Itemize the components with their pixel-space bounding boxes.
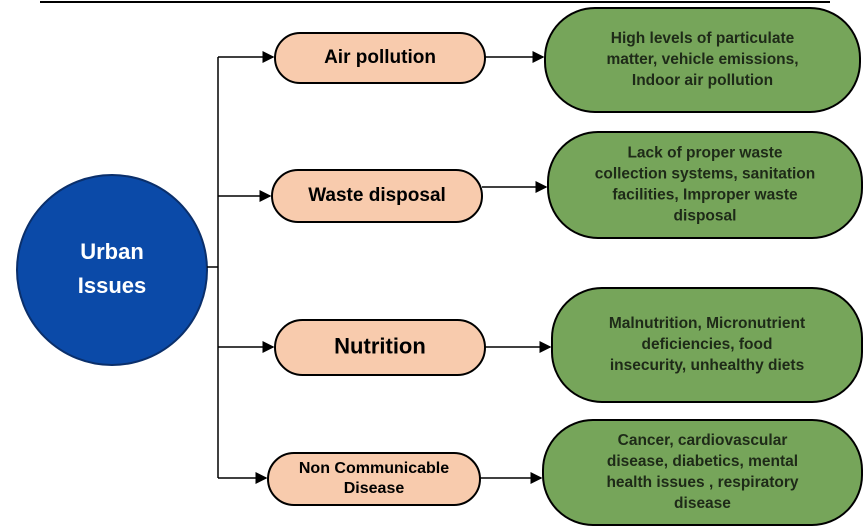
detail-text: High levels of particulate — [611, 30, 795, 47]
detail-text: Cancer, cardiovascular — [618, 432, 788, 449]
detail-text: Malnutrition, Micronutrient — [609, 315, 805, 332]
issue-node — [271, 169, 483, 223]
detail-text: Indoor air pollution — [632, 72, 773, 89]
issue-label: Non Communicable — [299, 460, 449, 477]
issue-label: Air pollution — [324, 47, 436, 68]
detail-text: facilities, Improper waste — [612, 187, 798, 204]
detail-text: disposal — [674, 208, 737, 225]
issue-label: Waste disposal — [308, 185, 446, 206]
detail-node — [544, 7, 861, 113]
detail-text: deficiencies, food — [642, 336, 773, 353]
center-label: Urban — [80, 239, 144, 264]
detail-node — [551, 287, 863, 403]
detail-text: Lack of proper waste — [627, 145, 782, 162]
detail-node — [542, 419, 863, 526]
center-node — [16, 174, 208, 366]
issue-label: Nutrition — [334, 333, 426, 358]
detail-text: disease — [674, 495, 731, 512]
detail-text: disease, diabetics, mental — [607, 453, 798, 470]
detail-text: health issues , respiratory — [606, 474, 798, 491]
detail-text: matter, vehicle emissions, — [606, 51, 798, 68]
issue-node — [267, 452, 481, 506]
detail-node — [547, 131, 863, 239]
detail-text: collection systems, sanitation — [595, 166, 816, 183]
detail-text: insecurity, unhealthy diets — [610, 357, 804, 374]
issue-label: Disease — [344, 480, 405, 497]
issue-node — [274, 32, 486, 84]
center-label: Issues — [78, 273, 147, 298]
